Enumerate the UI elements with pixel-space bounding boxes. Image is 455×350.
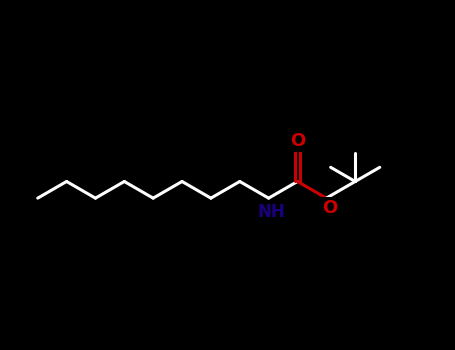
Text: O: O [323,199,338,217]
Text: NH: NH [257,203,285,221]
Text: O: O [290,132,305,150]
